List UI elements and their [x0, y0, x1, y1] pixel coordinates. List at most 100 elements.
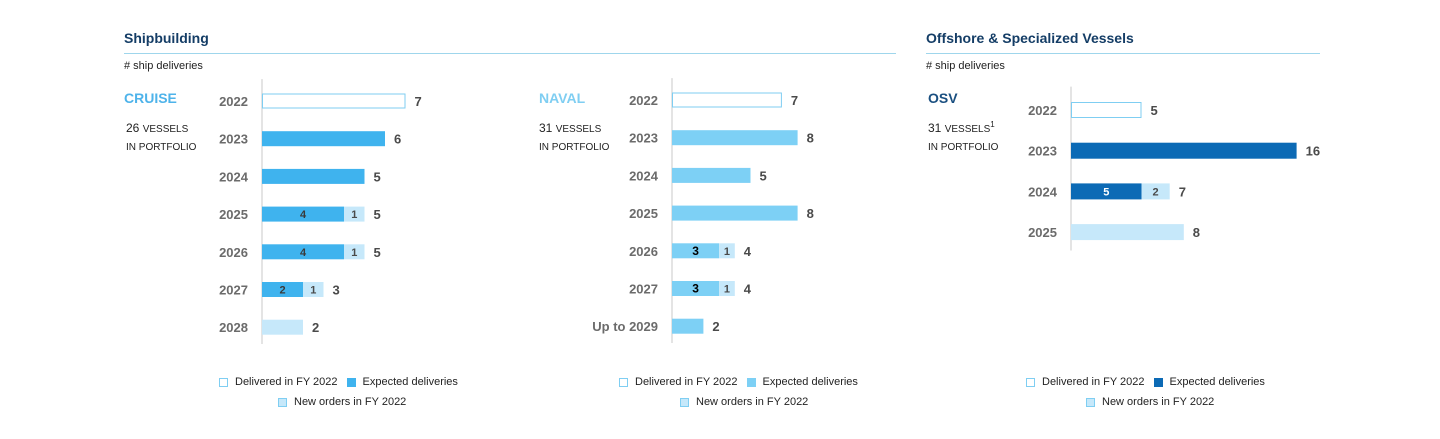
offshore-section-title: Offshore & Specialized Vessels: [926, 30, 1134, 46]
naval-category-label: 2025: [629, 206, 658, 221]
osv-legend-expected-swatch: [1153, 377, 1163, 387]
naval-category-label: 2023: [629, 131, 658, 146]
osv-bar-new-orders: [1141, 183, 1170, 200]
naval-segment-label: 3: [692, 244, 699, 258]
naval-category-label: 2022: [629, 93, 658, 108]
naval-legend-expected-label: Expected deliveries: [762, 376, 858, 388]
osv-legend: Delivered in FY 2022 Expected deliveries…: [1026, 376, 1265, 408]
cruise-category-label: 2022: [219, 94, 248, 109]
naval-segment-label: 1: [724, 284, 730, 296]
cruise-category-label: 2028: [219, 320, 248, 335]
cruise-segment-label: 4: [300, 247, 307, 259]
cruise-segment-label: 4: [300, 209, 307, 221]
naval-legend-new-orders: New orders in FY 2022: [680, 396, 808, 408]
osv-total-label: 5: [1151, 103, 1158, 118]
naval-total-label: 7: [791, 93, 798, 108]
naval-bar-expected: [672, 318, 704, 334]
cruise-legend-delivered-label: Delivered in FY 2022: [235, 376, 338, 388]
cruise-vessels-word: VESSELS: [142, 124, 189, 135]
osv-bar-expected: [1071, 183, 1142, 200]
osv-legend-expected: Expected deliveries: [1153, 376, 1265, 388]
naval-bar-expected: [672, 281, 720, 296]
osv-legend-new-orders-label: New orders in FY 2022: [1102, 396, 1215, 408]
naval-bar-expected: [672, 243, 720, 259]
cruise-legend: Delivered in FY 2022 Expected deliveries…: [219, 376, 458, 408]
cruise-bar-expected: [262, 131, 385, 147]
cruise-category-label: 2026: [219, 245, 248, 260]
osv-category-label: 2023: [1028, 144, 1057, 159]
cruise-bar-delivered: [262, 93, 406, 109]
cruise-segment-label: 1: [351, 209, 357, 221]
cruise-portfolio-text: IN PORTFOLIO: [126, 142, 197, 153]
osv-portfolio: 31 VESSELS1 IN PORTFOLIO: [928, 116, 998, 156]
cruise-bar-new-orders: [303, 282, 324, 297]
osv-category-label: 2024: [1028, 184, 1058, 199]
cruise-total-label: 3: [333, 283, 340, 298]
naval-bar-delivered: [672, 92, 782, 108]
osv-legend-delivered-swatch: [1026, 377, 1035, 387]
naval-category-label: Up to 2029: [592, 319, 658, 334]
cruise-bar-expected: [262, 168, 365, 184]
offshore-subtitle: # ship deliveries: [926, 60, 1005, 72]
osv-total-label: 16: [1306, 144, 1320, 159]
cruise-category-label: 2024: [219, 169, 249, 184]
cruise-bar-expected: [262, 282, 303, 297]
cruise-portfolio: 26 VESSELS IN PORTFOLIO: [126, 116, 196, 156]
naval-legend-new-orders-label: New orders in FY 2022: [696, 396, 809, 408]
osv-category-label: 2022: [1028, 103, 1057, 118]
shipbuilding-divider: [124, 53, 896, 54]
naval-legend-delivered-swatch: [619, 377, 628, 387]
cruise-legend-delivered-swatch: [219, 377, 228, 387]
osv-total-label: 8: [1193, 225, 1200, 240]
osv-bar-new-orders: [1071, 224, 1184, 241]
naval-total-label: 8: [807, 131, 814, 146]
shipbuilding-subtitle: # ship deliveries: [124, 60, 203, 72]
cruise-legend-new-orders-label: New orders in FY 2022: [294, 396, 407, 408]
cruise-category-label: 2023: [219, 132, 248, 147]
osv-legend-delivered-label: Delivered in FY 2022: [1042, 376, 1145, 388]
cruise-segment-label: 2: [279, 285, 285, 297]
cruise-segment-label: 1: [310, 285, 316, 297]
osv-vessel-count: 31: [928, 121, 942, 135]
naval-total-label: 8: [807, 206, 814, 221]
naval-total-label: 5: [760, 168, 767, 183]
naval-total-label: 4: [744, 244, 752, 259]
naval-legend-new-orders-swatch: [680, 397, 689, 407]
osv-legend-new-orders: New orders in FY 2022: [1086, 396, 1214, 408]
cruise-total-label: 7: [415, 94, 422, 109]
cruise-category-label: 2025: [219, 207, 248, 222]
osv-total-label: 7: [1179, 184, 1186, 199]
naval-portfolio: 31 VESSELS IN PORTFOLIO: [539, 116, 609, 156]
osv-legend-expected-label: Expected deliveries: [1169, 376, 1265, 388]
cruise-bar-new-orders: [262, 319, 303, 335]
cruise-legend-expected: Expected deliveries: [346, 376, 458, 388]
cruise-title: CRUISE: [124, 90, 177, 106]
naval-vessel-count: 31: [539, 121, 553, 135]
osv-title: OSV: [928, 90, 958, 106]
cruise-segment-label: 1: [351, 247, 357, 259]
cruise-legend-new-orders: New orders in FY 2022: [278, 396, 406, 408]
cruise-total-label: 5: [374, 245, 381, 260]
osv-footnote: 1: [990, 120, 995, 129]
cruise-legend-expected-label: Expected deliveries: [362, 376, 458, 388]
cruise-legend-new-orders-swatch: [278, 397, 287, 407]
naval-title: NAVAL: [539, 90, 586, 106]
osv-bar-delivered: [1071, 102, 1142, 118]
osv-legend-new-orders-swatch: [1086, 397, 1095, 407]
cruise-total-label: 5: [374, 207, 381, 222]
naval-bar-expected: [672, 205, 798, 221]
cruise-category-label: 2027: [219, 283, 248, 298]
naval-legend-delivered: Delivered in FY 2022: [619, 376, 738, 388]
naval-portfolio-text: IN PORTFOLIO: [539, 142, 610, 153]
cruise-bar-expected: [262, 244, 344, 260]
cruise-legend-delivered: Delivered in FY 2022: [219, 376, 338, 388]
naval-legend-expected: Expected deliveries: [746, 376, 858, 388]
cruise-total-label: 2: [312, 320, 319, 335]
osv-legend-delivered: Delivered in FY 2022: [1026, 376, 1145, 388]
osv-segment-label: 5: [1103, 186, 1109, 198]
naval-bar-expected: [672, 167, 751, 183]
offshore-divider: [926, 53, 1320, 54]
naval-total-label: 2: [712, 319, 719, 334]
naval-legend-expected-swatch: [746, 377, 756, 387]
